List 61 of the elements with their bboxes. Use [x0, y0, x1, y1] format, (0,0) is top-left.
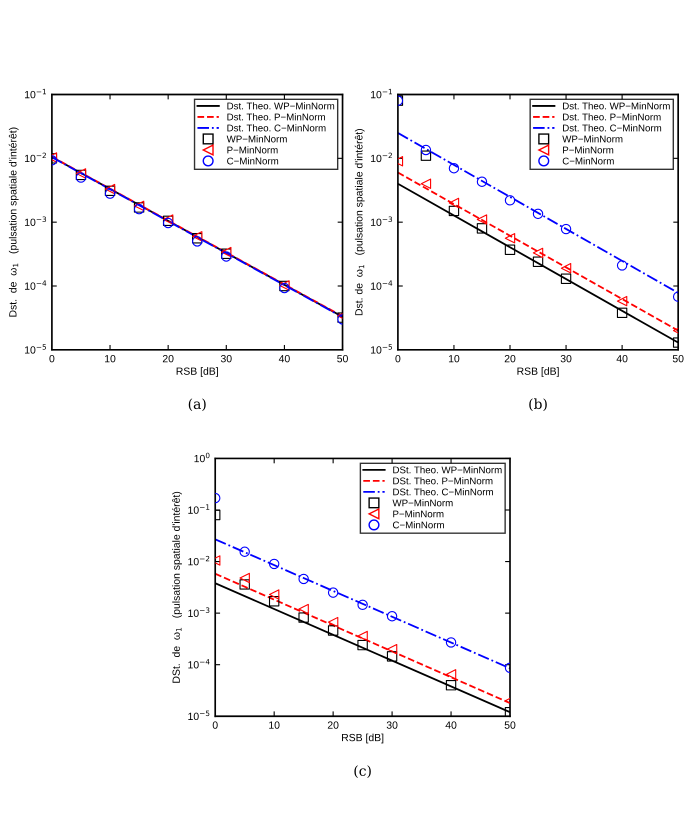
y-tick-label: 10$^{−1}$	[188, 504, 210, 514]
legend-label: DSt. Theo. P−MinNorm	[393, 477, 492, 484]
y-tick-label: 10$^{−3}$	[371, 216, 392, 226]
x-tick-label: 0	[49, 354, 54, 362]
x-tick-label: 30	[386, 721, 398, 729]
legend-label: WP−MinNorm	[562, 135, 622, 142]
legend-label: Dst. Theo. C−MinNorm	[563, 124, 662, 132]
legend-label: DSt. Theo. WP−MinNorm	[393, 466, 502, 474]
y-tick-label: 10$^{−2}$	[371, 152, 392, 162]
legend-label: Dst. Theo. P−MinNorm	[563, 113, 661, 120]
text: DSt. de ω$_{1}$ (pulsation spatiale d'intérêt)	[172, 492, 182, 683]
legend-label: P−MinNorm	[227, 146, 278, 154]
y-tick-label: 10$^{−5}$	[25, 344, 46, 354]
y-tick-label: 10$^{−5}$	[188, 710, 210, 720]
x-tick-label: 20	[504, 354, 516, 362]
x-tick-label: 10	[269, 721, 280, 729]
x-tick-label: 0	[395, 354, 400, 362]
text: (c)	[354, 765, 371, 778]
y-tick-label: 10$^{−1}$	[25, 88, 46, 98]
x-tick-label: 20	[162, 354, 174, 362]
x-tick-label: 30	[220, 354, 232, 362]
x-tick-label: 0	[212, 721, 218, 729]
text: Dst. de ω$_{1}$ (pulsation spatiale d'intérêt)	[8, 128, 19, 317]
y-tick-label: 10$^{−5}$	[371, 344, 392, 354]
y-tick-label: 10$^{−4}$	[188, 659, 210, 668]
x-tick-label: 40	[278, 354, 290, 362]
x-tick-label: 50	[672, 354, 684, 362]
x-tick-label: 20	[328, 721, 339, 729]
legend-label: C−MinNorm	[562, 157, 614, 164]
y-tick-label: 10$^{−1}$	[371, 88, 392, 98]
legend-label: P−MinNorm	[563, 146, 614, 154]
legend-label: WP−MinNorm	[392, 499, 453, 506]
text: (b)	[529, 398, 547, 412]
y-tick-label: 10$^{−2}$	[188, 556, 210, 566]
text: (a)	[188, 398, 206, 412]
text: Dst. de ω$_{1}$ (pulsation spatiale d'intérêt)	[354, 128, 365, 316]
legend-label: WP−MinNorm	[226, 135, 287, 142]
y-tick-label: 10$^{0}$	[194, 452, 210, 462]
legend-label: Dst. Theo. P−MinNorm	[227, 113, 325, 120]
legend-label: C−MinNorm	[392, 521, 444, 528]
legend-label: DSt. Theo. C−MinNorm	[393, 488, 493, 496]
legend-label: Dst. Theo. WP−MinNorm	[227, 102, 334, 110]
x-tick-label: 50	[337, 354, 348, 362]
y-tick-label: 10$^{−3}$	[25, 216, 46, 226]
x-axis-title: RSB [dB]	[342, 734, 384, 744]
x-axis-title: RSB [dB]	[176, 367, 218, 377]
x-tick-label: 40	[445, 721, 456, 729]
x-tick-label: 50	[504, 721, 516, 729]
legend-label: Dst. Theo. C−MinNorm	[227, 124, 326, 132]
x-tick-label: 10	[105, 354, 116, 362]
y-tick-label: 10$^{−3}$	[188, 607, 210, 617]
y-tick-label: 10$^{−4}$	[25, 280, 46, 290]
x-tick-label: 30	[560, 354, 572, 362]
legend-label: C−MinNorm	[227, 157, 278, 164]
x-axis-title: RSB [dB]	[517, 367, 559, 377]
legend-label: Dst. Theo. WP−MinNorm	[563, 102, 670, 110]
x-tick-label: 10	[448, 354, 460, 362]
x-tick-label: 40	[616, 354, 628, 362]
y-tick-label: 10$^{−4}$	[371, 280, 392, 290]
legend-label: P−MinNorm	[393, 510, 444, 518]
y-tick-label: 10$^{−2}$	[25, 152, 46, 162]
